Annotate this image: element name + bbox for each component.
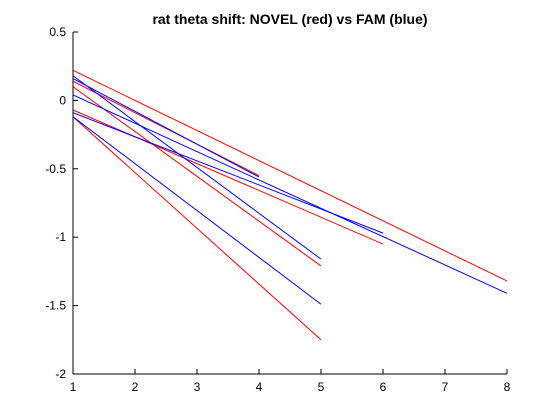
series-line-novel-3 <box>72 86 322 267</box>
y-tick-label: 0.5 <box>49 25 66 39</box>
x-tick-label: 3 <box>194 380 201 394</box>
series-line-fam-7 <box>72 112 384 234</box>
series-line-fam-9 <box>72 116 322 305</box>
y-tick-label: -1.5 <box>45 299 66 313</box>
x-tick-label: 4 <box>256 380 263 394</box>
x-tick-label: 5 <box>318 380 325 394</box>
x-tick-label: 8 <box>504 380 511 394</box>
series-line-novel-4 <box>72 116 322 341</box>
series-line-fam-8 <box>72 75 322 260</box>
y-tick-label: -1 <box>55 230 66 244</box>
x-tick-label: 1 <box>70 380 77 394</box>
x-tick-label: 6 <box>380 380 387 394</box>
chart-title: rat theta shift: NOVEL (red) vs FAM (blu… <box>152 11 427 27</box>
series-line-novel-5 <box>72 80 260 177</box>
axes-layer: 1 2 3 4 5 6 7 8 0.5 0 -0.5 -1 -1.5 -2 <box>45 25 510 394</box>
series-layer <box>72 69 508 341</box>
x-tick-label: 7 <box>442 380 449 394</box>
series-line-novel-2 <box>72 109 384 245</box>
y-tick-label: -2 <box>55 367 66 381</box>
series-line-fam-6 <box>72 94 508 294</box>
y-tick-label: 0 <box>59 93 66 107</box>
series-line-fam-10 <box>72 78 260 178</box>
y-tick-label: -0.5 <box>45 162 66 176</box>
x-tick-label: 2 <box>132 380 139 394</box>
series-line-novel-1 <box>72 69 508 282</box>
